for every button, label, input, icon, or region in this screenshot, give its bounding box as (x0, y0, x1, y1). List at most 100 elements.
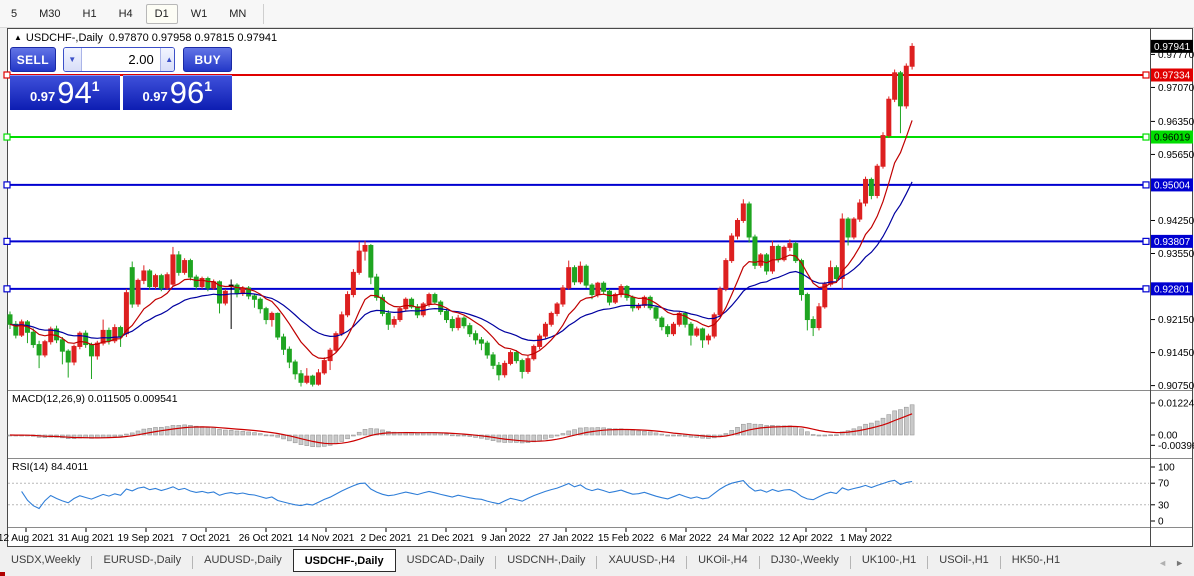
volume-decrease-button[interactable]: ▼ (63, 48, 82, 71)
candle-body[interactable] (426, 294, 432, 305)
candle-body[interactable] (147, 270, 153, 288)
candle-body[interactable] (892, 72, 898, 100)
candle-body[interactable] (903, 65, 909, 107)
candle-body[interactable] (845, 218, 851, 238)
candle-body[interactable] (362, 244, 368, 252)
candle-body[interactable] (222, 290, 228, 304)
candle-body[interactable] (7, 314, 13, 325)
candle-body[interactable] (333, 333, 339, 351)
candle-body[interactable] (83, 332, 89, 346)
candle-body[interactable] (525, 358, 531, 372)
timeframe-button-w1[interactable]: W1 (190, 7, 208, 20)
tab-scroll-right-icon[interactable]: ► (1175, 557, 1184, 568)
candle-body[interactable] (868, 178, 874, 196)
candle-body[interactable] (735, 219, 740, 237)
candle-body[interactable] (269, 312, 275, 321)
candle-body[interactable] (281, 336, 287, 350)
candle-body[interactable] (502, 362, 508, 376)
chart-tab-eurusd-daily[interactable]: EURUSD-,Daily (103, 554, 182, 566)
candle-body[interactable] (496, 364, 502, 376)
candle-body[interactable] (193, 276, 199, 288)
timeframe-button-h4[interactable]: H4 (118, 7, 133, 20)
candle-body[interactable] (723, 260, 729, 290)
collapse-triangle-icon[interactable]: ▲ (14, 33, 22, 42)
candle-body[interactable] (560, 287, 566, 305)
candle-body[interactable] (129, 267, 135, 305)
candle-body[interactable] (292, 361, 298, 375)
sell-button[interactable]: SELL (10, 47, 56, 72)
candle-body[interactable] (700, 328, 706, 341)
candle-body[interactable] (257, 298, 263, 310)
sell-price-display[interactable]: 0.97 94 1 (10, 75, 120, 110)
candle-body[interactable] (321, 360, 327, 374)
candle-body[interactable] (857, 202, 863, 220)
candle-body[interactable] (455, 317, 461, 329)
candle-body[interactable] (467, 325, 473, 335)
candle-body[interactable] (624, 286, 630, 298)
candle-body[interactable] (769, 245, 775, 272)
candle-body[interactable] (572, 267, 578, 283)
candle-body[interactable] (752, 236, 758, 266)
chart-tab-xauusd-h4[interactable]: XAUUSD-,H4 (608, 554, 676, 566)
candle-body[interactable] (682, 312, 688, 325)
candle-body[interactable] (304, 375, 310, 383)
candle-body[interactable] (182, 260, 188, 273)
candle-body[interactable] (554, 303, 560, 314)
candle-body[interactable] (851, 218, 857, 238)
candle-body[interactable] (170, 254, 176, 285)
candle-body[interactable] (484, 342, 490, 356)
candle-body[interactable] (577, 265, 583, 283)
chart-tab-hk50-h1[interactable]: HK50-,H1 (1011, 554, 1061, 566)
candle-body[interactable] (397, 308, 403, 321)
candle-body[interactable] (88, 344, 94, 357)
tab-scroll-left-icon[interactable]: ◄ (1158, 557, 1168, 568)
timeframe-button-5[interactable]: 5 (11, 7, 18, 20)
candle-body[interactable] (659, 317, 665, 328)
timeframe-button-m30[interactable]: M30 (39, 7, 61, 20)
candle-body[interactable] (473, 333, 479, 341)
candle-body[interactable] (275, 312, 281, 338)
candle-body[interactable] (112, 327, 118, 342)
line-handle[interactable] (1142, 285, 1150, 293)
candle-body[interactable] (54, 328, 60, 341)
line-handle[interactable] (3, 285, 11, 293)
candle-body[interactable] (630, 296, 636, 309)
candle-body[interactable] (676, 312, 682, 325)
candle-body[interactable] (379, 296, 385, 314)
candle-body[interactable] (251, 295, 257, 300)
timeframe-button-d1[interactable]: D1 (145, 3, 178, 24)
candle-body[interactable] (444, 311, 449, 321)
candle-body[interactable] (793, 243, 799, 262)
candle-body[interactable] (705, 335, 711, 341)
candle-body[interactable] (368, 244, 374, 278)
candle-body[interactable] (775, 245, 781, 261)
candle-body[interactable] (583, 265, 589, 286)
buy-button[interactable]: BUY (183, 47, 233, 72)
candle-body[interactable] (403, 298, 409, 310)
candle-body[interactable] (566, 267, 572, 289)
candle-body[interactable] (315, 372, 321, 385)
candle-body[interactable] (670, 323, 676, 335)
candle-body[interactable] (508, 352, 514, 364)
candle-body[interactable] (19, 321, 25, 336)
candle-body[interactable] (880, 135, 886, 167)
chart-tab-usdx-weekly[interactable]: USDX,Weekly (11, 554, 81, 566)
candle-body[interactable] (740, 203, 746, 221)
candle-body[interactable] (199, 278, 205, 288)
candle-body[interactable] (135, 279, 141, 305)
candle-body[interactable] (909, 45, 915, 67)
candle-body[interactable] (42, 341, 48, 356)
candle-body[interactable] (606, 290, 612, 303)
candle-body[interactable] (205, 278, 211, 289)
candle-body[interactable] (490, 354, 496, 366)
candle-body[interactable] (13, 323, 19, 336)
candle-body[interactable] (176, 254, 182, 273)
candle-body[interactable] (339, 314, 345, 335)
candle-body[interactable] (374, 276, 380, 298)
line-handle[interactable] (3, 133, 11, 141)
candle-body[interactable] (781, 246, 787, 261)
candle-body[interactable] (187, 260, 193, 278)
candle-body[interactable] (729, 235, 735, 262)
candle-body[interactable] (822, 283, 828, 308)
